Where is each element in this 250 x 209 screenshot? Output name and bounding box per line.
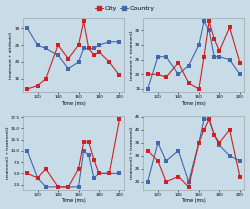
Y-axis label: treatment + treatment1: treatment + treatment1 — [130, 30, 134, 80]
X-axis label: Time (ms): Time (ms) — [182, 198, 206, 203]
X-axis label: Time (ms): Time (ms) — [61, 198, 86, 203]
Y-axis label: treatment1 + treatment2: treatment1 + treatment2 — [6, 127, 10, 180]
X-axis label: Time (ms): Time (ms) — [61, 101, 86, 106]
Y-axis label: treatment1 + treatment2: treatment1 + treatment2 — [130, 127, 134, 180]
X-axis label: Time (ms): Time (ms) — [182, 101, 206, 106]
Y-axis label: treatment + attribute1: treatment + attribute1 — [9, 32, 13, 79]
Legend: City, Country: City, Country — [93, 3, 157, 14]
